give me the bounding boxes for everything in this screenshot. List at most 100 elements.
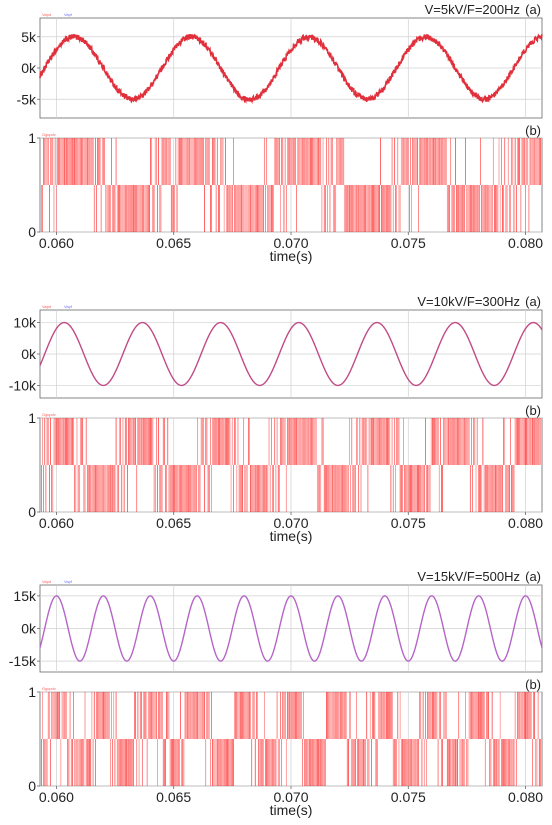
pulse-bar bbox=[327, 692, 328, 739]
panel-title: V=15kV/F=500Hz bbox=[417, 569, 520, 584]
pulse-bar bbox=[460, 185, 461, 232]
pulse-bar bbox=[360, 418, 361, 465]
pulse-bar bbox=[386, 692, 387, 739]
pulse-bar bbox=[380, 692, 381, 739]
pulse-bar bbox=[111, 138, 112, 185]
pulse-bar bbox=[504, 418, 505, 465]
pulse-bar bbox=[195, 138, 196, 185]
pulse-bar bbox=[395, 185, 396, 232]
y-tick-label: -10k bbox=[9, 377, 37, 393]
pulse-bar bbox=[65, 138, 66, 185]
pulse-bar bbox=[362, 739, 363, 786]
pulse-bar bbox=[42, 418, 43, 465]
pulse-bar bbox=[284, 418, 285, 465]
pulse-bar bbox=[303, 418, 304, 465]
pulse-bar bbox=[56, 418, 57, 465]
pulse-bar bbox=[479, 692, 480, 739]
pulse-bar bbox=[43, 138, 44, 185]
y-tick-label: -15k bbox=[9, 653, 37, 669]
pulse-bar bbox=[260, 465, 261, 512]
pulse-bar bbox=[368, 739, 369, 786]
pulse-bar bbox=[288, 138, 289, 185]
pulse-bar bbox=[493, 739, 494, 786]
pulse-bar bbox=[447, 418, 448, 465]
pulse-bar bbox=[460, 739, 461, 786]
pulse-bar bbox=[516, 418, 517, 465]
pulse-bar bbox=[77, 418, 78, 465]
pulse-bar bbox=[361, 185, 362, 232]
y-tick-label: 1 bbox=[28, 684, 36, 700]
pulse-bar bbox=[74, 465, 75, 512]
pulse-bar bbox=[467, 418, 468, 465]
pulse-bar bbox=[492, 692, 493, 739]
pulse-bar bbox=[181, 465, 182, 512]
panel-tag: (a) bbox=[525, 294, 541, 309]
pulse-bar bbox=[288, 418, 289, 465]
pulse-bar bbox=[330, 185, 331, 232]
panel-tag: (b) bbox=[525, 123, 541, 138]
pulse-bar bbox=[199, 138, 200, 185]
pulse-bar bbox=[417, 465, 418, 512]
pulse-bar bbox=[124, 465, 125, 512]
pulse-bar bbox=[230, 185, 231, 232]
pulse-bar bbox=[423, 465, 424, 512]
pulse-bar bbox=[225, 138, 226, 185]
pulse-bar bbox=[162, 138, 163, 185]
pulse-bar bbox=[169, 138, 170, 185]
pulse-bar bbox=[400, 185, 401, 232]
pulse-bar bbox=[418, 739, 419, 786]
pulse-bar bbox=[102, 465, 103, 512]
pulse-bar bbox=[211, 465, 212, 512]
pulse-bar bbox=[353, 739, 354, 786]
pulse-bar bbox=[310, 739, 311, 786]
pulse-bar bbox=[99, 465, 100, 512]
pulse-bar bbox=[332, 465, 333, 512]
pulse-bar bbox=[427, 138, 428, 185]
pulse-bar bbox=[483, 185, 484, 232]
pulse-bar bbox=[186, 692, 187, 739]
pulse-bar bbox=[533, 418, 534, 465]
pulse-bar bbox=[130, 418, 131, 465]
pulse-bar bbox=[530, 418, 531, 465]
pulse-bar bbox=[116, 692, 117, 739]
pulse-bar bbox=[381, 418, 382, 465]
pulse-bar bbox=[222, 739, 223, 786]
pulse-bar bbox=[527, 418, 528, 465]
pulse-bar bbox=[496, 185, 497, 232]
pulse-bar bbox=[519, 692, 520, 739]
pulse-bar bbox=[117, 739, 118, 786]
pulse-bar bbox=[89, 465, 90, 512]
pulse-bar bbox=[140, 185, 141, 232]
pulse-bar bbox=[340, 692, 341, 739]
pulse-bar bbox=[318, 739, 319, 786]
pulse-bar bbox=[353, 465, 354, 512]
pulse-bar bbox=[355, 185, 356, 232]
pulse-bar bbox=[247, 185, 248, 232]
pulse-bar bbox=[145, 692, 146, 739]
pulse-bar bbox=[70, 692, 71, 739]
pulse-bar bbox=[265, 185, 266, 232]
pulse-bar bbox=[74, 739, 75, 786]
pulse-bar bbox=[261, 185, 262, 232]
pulse-bar bbox=[150, 138, 151, 185]
pulse-bar bbox=[483, 692, 484, 739]
pulse-bar bbox=[227, 418, 228, 465]
pulse-bar bbox=[256, 692, 257, 739]
pulse-bar bbox=[70, 138, 71, 185]
pulse-bar bbox=[235, 692, 236, 739]
pulse-bar bbox=[54, 185, 55, 232]
pulse-bar bbox=[424, 739, 425, 786]
pulse-bar bbox=[227, 739, 228, 786]
pulse-bar bbox=[457, 418, 458, 465]
pulse-bar bbox=[88, 465, 89, 512]
pulse-bar bbox=[176, 465, 177, 512]
pulse-bar bbox=[427, 465, 428, 512]
pulse-bar bbox=[522, 692, 523, 739]
pulse-bar bbox=[139, 185, 140, 232]
pulse-bar bbox=[501, 465, 502, 512]
pulse-bar bbox=[140, 418, 141, 465]
pulse-bar bbox=[170, 739, 171, 786]
pulse-bar bbox=[343, 692, 344, 739]
pulse-bar bbox=[86, 418, 87, 465]
pulse-bar bbox=[237, 465, 238, 512]
